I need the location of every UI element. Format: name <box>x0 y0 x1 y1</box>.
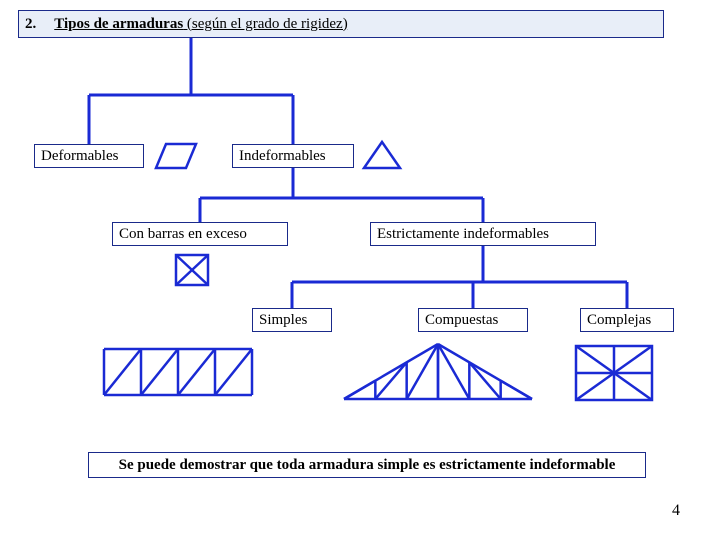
node-con-barras-en-exceso: Con barras en exceso <box>112 222 288 246</box>
node-deformables: Deformables <box>34 144 144 168</box>
title-text: Tipos de armaduras (según el grado de ri… <box>54 16 347 33</box>
node-compuestas: Compuestas <box>418 308 528 332</box>
conclusion-text: Se puede demostrar que toda armadura sim… <box>119 457 616 474</box>
node-estrict-label: Estrictamente indeformables <box>377 226 549 243</box>
node-complejas-label: Complejas <box>587 312 651 329</box>
conclusion-box: Se puede demostrar que toda armadura sim… <box>88 452 646 478</box>
page-number: 4 <box>672 502 680 520</box>
node-indeformables: Indeformables <box>232 144 354 168</box>
node-simples-label: Simples <box>259 312 307 329</box>
node-indeformables-label: Indeformables <box>239 148 326 165</box>
node-simples: Simples <box>252 308 332 332</box>
title-main-text: Tipos de armaduras <box>54 16 183 32</box>
title-number: 2. <box>25 16 36 33</box>
node-complejas: Complejas <box>580 308 674 332</box>
node-deformables-label: Deformables <box>41 148 118 165</box>
node-estrictamente-indeformables: Estrictamente indeformables <box>370 222 596 246</box>
node-compuestas-label: Compuestas <box>425 312 498 329</box>
node-exceso-label: Con barras en exceso <box>119 226 247 243</box>
title-paren-text: (según el grado de rigidez) <box>183 16 348 32</box>
title-box: 2. Tipos de armaduras (según el grado de… <box>18 10 664 38</box>
